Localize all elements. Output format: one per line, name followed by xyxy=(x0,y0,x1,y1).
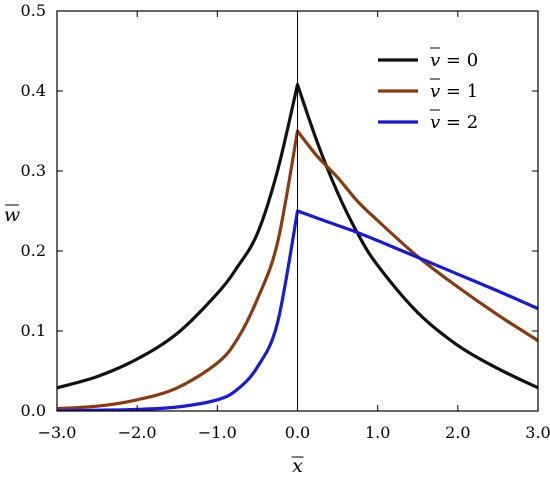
y-tick-label: 0.2 xyxy=(21,241,46,260)
x-axis-label-text: x xyxy=(292,455,303,477)
y-tick-label: 0.3 xyxy=(21,161,46,180)
legend-label: v = 2 xyxy=(430,112,478,133)
legend-label: v = 1 xyxy=(430,81,478,102)
x-tick-label: 1.0 xyxy=(365,423,390,442)
series-line-1 xyxy=(57,129,538,411)
series-curves xyxy=(57,83,538,411)
y-tick-label: 0.0 xyxy=(21,401,46,420)
x-tick-label: 2.0 xyxy=(445,423,470,442)
series-line-2 xyxy=(57,209,538,411)
y-axis-label: w xyxy=(4,204,20,226)
x-tick-label: 3.0 xyxy=(525,423,550,442)
x-tick-label: −3.0 xyxy=(38,423,77,442)
y-tick-label: 0.1 xyxy=(21,321,46,340)
x-axis-ticks: −3.0 −2.0 −1.0 0.0 1.0 2.0 3.0 xyxy=(38,11,550,442)
x-tick-label: 0.0 xyxy=(285,423,310,442)
x-tick-label: −1.0 xyxy=(198,423,237,442)
y-tick-label: 0.4 xyxy=(21,81,46,100)
x-axis-label: x xyxy=(291,455,304,477)
y-tick-label: 0.5 xyxy=(21,1,46,20)
legend-label: v = 0 xyxy=(430,50,478,71)
y-axis-ticks: 0.0 0.1 0.2 0.3 0.4 0.5 xyxy=(21,1,538,420)
y-axis-label-text: w xyxy=(4,204,20,226)
x-tick-label: −2.0 xyxy=(118,423,157,442)
legend: v = 0 v = 1 v = 2 xyxy=(378,47,478,133)
series-line-0 xyxy=(57,83,538,390)
